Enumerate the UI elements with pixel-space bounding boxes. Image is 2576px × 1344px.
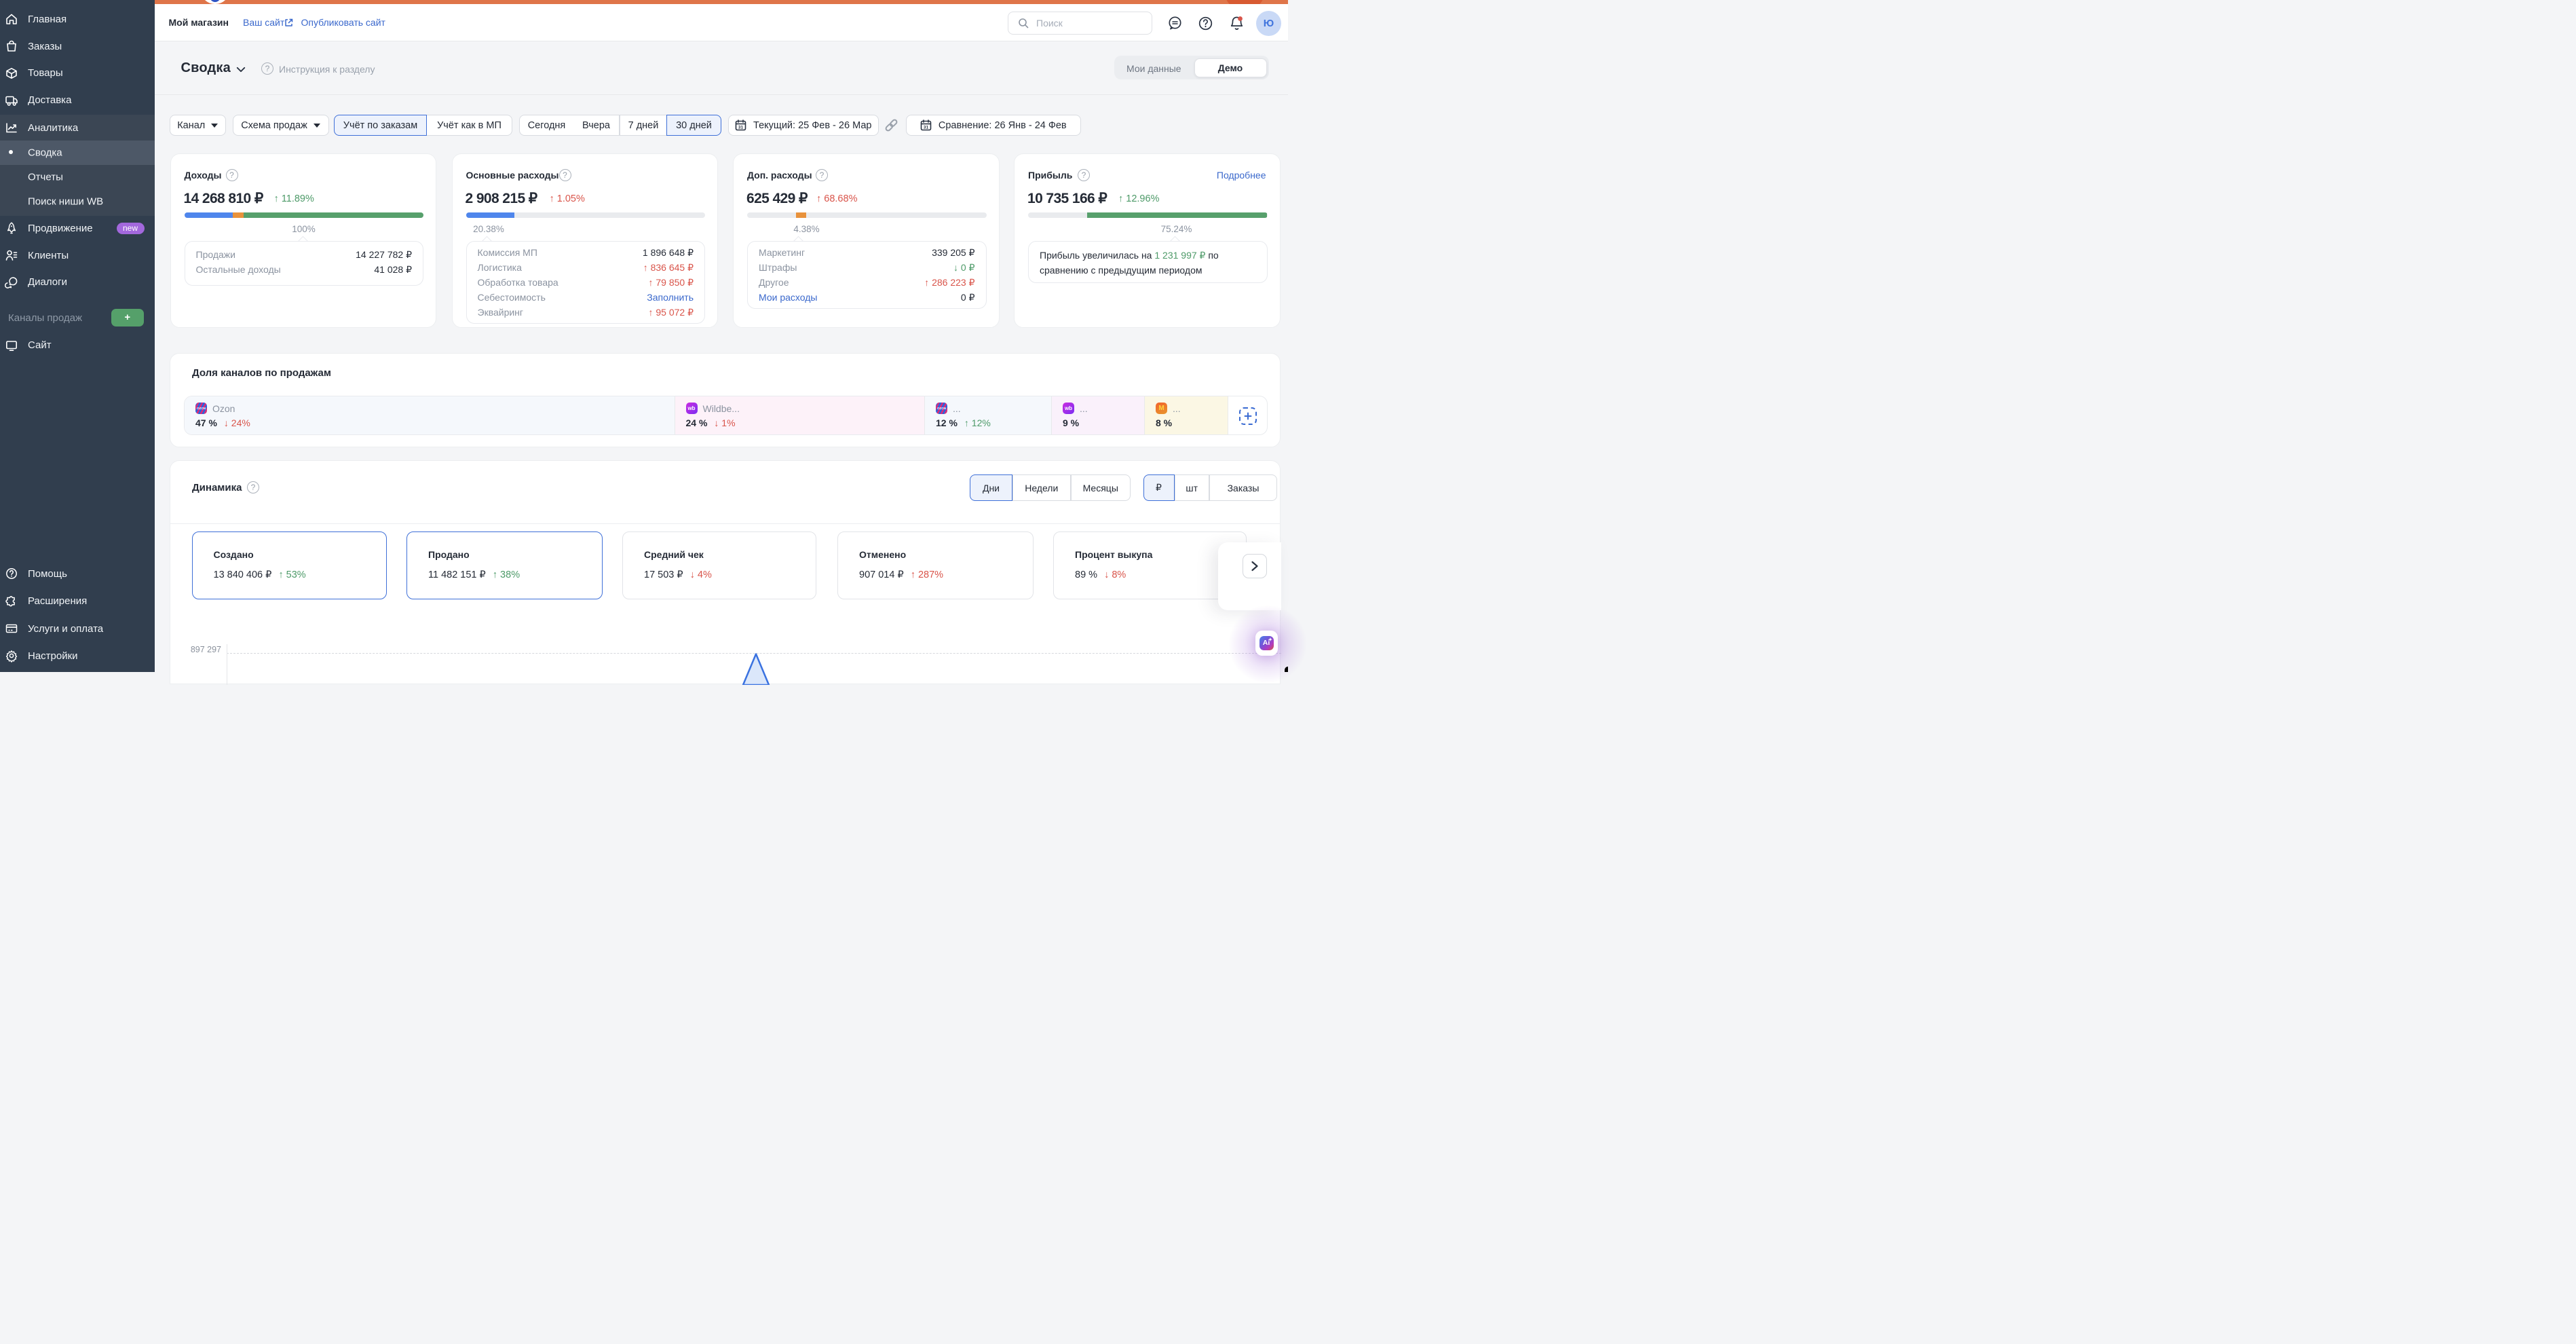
svg-text:31: 31 bbox=[924, 126, 929, 130]
svg-text:31: 31 bbox=[738, 126, 744, 130]
